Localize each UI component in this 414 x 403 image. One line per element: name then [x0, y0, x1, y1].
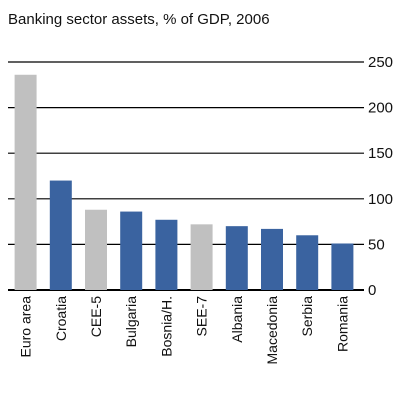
y-tick-label: 150: [368, 145, 393, 162]
bar-croatia: [49, 180, 72, 290]
bar-albania: [225, 226, 248, 290]
x-tick-label: Bosnia/H.: [158, 296, 174, 357]
y-tick-label: 200: [368, 100, 393, 117]
y-tick-label: 250: [368, 54, 393, 71]
x-tick-label: Euro area: [18, 296, 34, 358]
x-axis-labels: Euro area Croatia CEE-5 Bulgaria Bosnia/H. SE…: [18, 296, 351, 365]
x-tick-label: SEE-7: [194, 296, 210, 337]
y-tick-label: 100: [368, 191, 393, 208]
bar-euro-area: [14, 74, 37, 290]
x-tick-label: Croatia: [53, 296, 69, 341]
bar-romania: [331, 243, 354, 290]
x-tick-label: Bulgaria: [123, 296, 139, 348]
x-tick-label: Serbia: [299, 296, 315, 337]
y-tick-label: 50: [368, 236, 385, 253]
x-tick-label: Macedonia: [264, 296, 280, 365]
bar-cee-5: [85, 209, 107, 290]
bar-see-7: [190, 224, 213, 290]
x-tick-label: Romania: [334, 296, 350, 352]
chart-title: Banking sector assets, % of GDP, 2006: [8, 11, 270, 28]
y-axis-ticks: 0 50 100 150 200 250: [368, 54, 393, 299]
bars: [14, 74, 354, 290]
x-tick-label: Albania: [229, 296, 245, 343]
bar-macedonia: [261, 228, 283, 290]
y-tick-label: 0: [368, 282, 376, 299]
x-tick-label: CEE-5: [88, 296, 104, 337]
bar-bulgaria: [120, 211, 143, 290]
bar-serbia: [296, 235, 319, 290]
bar-bosnia-h-: [155, 219, 178, 290]
